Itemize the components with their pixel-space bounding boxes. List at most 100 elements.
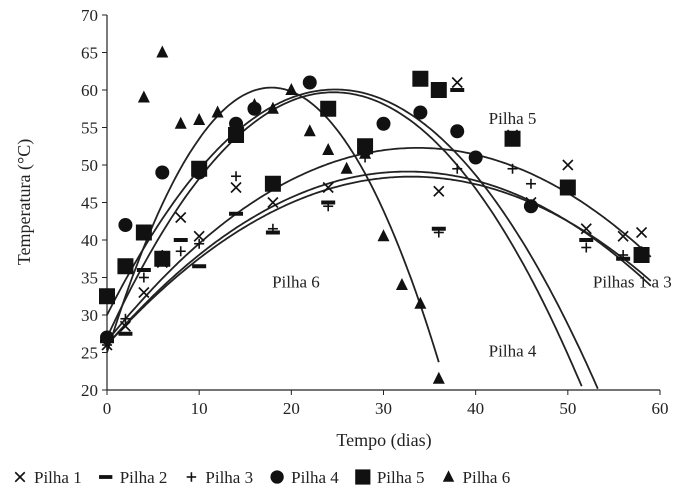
data-point [138, 272, 149, 283]
x-tick-label: 30 [375, 399, 392, 418]
data-point [175, 211, 187, 224]
y-tick-label: 40 [81, 231, 98, 250]
data-point [413, 105, 428, 120]
curve-label: Pilhas 1 a 3 [593, 272, 672, 291]
y-tick-label: 25 [81, 344, 98, 363]
data-point [267, 223, 278, 234]
data-point [285, 83, 298, 95]
data-point [192, 264, 207, 269]
y-ticks: 20 25 30 35 40 45 50 55 60 65 70 [81, 6, 107, 400]
data-point [617, 230, 629, 242]
legend-item: Pilha 3 [186, 468, 253, 487]
data-point [340, 161, 353, 174]
legend-item: Pilha 6 [442, 468, 511, 487]
annotations: Pilha 5 Pilha 6 Pilhas 1 a 3 Pilha 4 [272, 109, 672, 361]
data-point [504, 130, 521, 147]
data-point [156, 45, 169, 58]
data-point [303, 124, 316, 137]
data-point [229, 211, 244, 216]
data-point [135, 224, 152, 241]
data-point [120, 313, 131, 324]
fit-curve [106, 88, 599, 390]
data-point [525, 178, 536, 189]
x-tick-label: 10 [191, 399, 208, 418]
data-point [231, 171, 242, 182]
legend-marker [186, 472, 197, 482]
data-point [430, 82, 447, 98]
data-point [119, 320, 131, 332]
data-point [99, 288, 115, 305]
x-tick-label: 0 [103, 399, 112, 418]
data-point [433, 185, 445, 197]
legend-label: Pilha 3 [205, 468, 253, 487]
y-tick-label: 50 [81, 156, 98, 175]
legend-item: Pilha 4 [270, 468, 339, 487]
data-point [173, 238, 188, 242]
data-point [377, 229, 390, 242]
legend-item: Pilha 2 [99, 468, 167, 487]
plot-area: 20 25 30 35 40 45 50 55 60 65 70 0 10 20 30 40 50 60 Pil… [81, 6, 672, 418]
y-tick-label: 30 [81, 306, 98, 325]
legend-marker [14, 471, 26, 483]
fit-curve [106, 86, 440, 363]
y-tick-label: 45 [81, 194, 98, 213]
legend-item: Pilha 1 [14, 468, 82, 487]
legend-label: Pilha 2 [120, 468, 168, 487]
data-point [359, 146, 372, 159]
y-axis-label: Temperatura (°C) [14, 139, 35, 265]
x-ticks: 0 10 20 30 40 50 60 [103, 390, 669, 418]
data-point [174, 116, 187, 129]
legend-label: Pilha 5 [377, 468, 425, 487]
data-points [99, 45, 650, 384]
series-4 [100, 75, 538, 345]
data-point [118, 218, 133, 232]
series-1 [101, 76, 648, 351]
data-point [322, 181, 334, 194]
data-point [636, 226, 648, 239]
data-point [193, 230, 205, 242]
data-point [193, 113, 206, 125]
y-tick-label: 55 [81, 119, 98, 138]
fit-curve [106, 175, 652, 346]
data-point [579, 238, 594, 242]
data-point [228, 127, 245, 143]
data-point [191, 160, 208, 177]
fit-curve [106, 147, 652, 342]
data-point [562, 159, 574, 171]
legend-marker [270, 470, 284, 484]
y-tick-label: 65 [81, 44, 98, 63]
legend-label: Pilha 4 [291, 468, 339, 487]
curve-label: Pilha 6 [272, 272, 320, 291]
data-point [302, 75, 317, 90]
legend-item: Pilha 5 [355, 468, 425, 487]
legend-marker [442, 470, 455, 482]
y-tick-label: 60 [81, 81, 98, 100]
x-tick-label: 60 [652, 399, 669, 418]
legend-label: Pilha 1 [34, 468, 82, 487]
data-point [100, 330, 114, 345]
y-tick-label: 70 [81, 6, 98, 25]
fit-curve [106, 170, 652, 346]
fit-curve [106, 91, 583, 387]
data-point [432, 371, 445, 384]
data-point [376, 116, 391, 131]
x-axis-label: Tempo (dias) [336, 430, 431, 451]
data-point [117, 258, 134, 275]
data-point [414, 296, 427, 309]
data-point [395, 278, 408, 290]
legend: Pilha 1 Pilha 2 Pilha 3 Pilha 4 Pilha 5 Pilha… [14, 468, 511, 487]
data-point [138, 286, 150, 299]
data-point [264, 175, 281, 192]
curve-label: Pilha 5 [489, 109, 537, 128]
data-point [137, 90, 150, 103]
legend-label: Pilha 6 [463, 468, 511, 487]
data-point [118, 331, 133, 336]
data-point [433, 227, 444, 238]
series-6 [137, 45, 445, 384]
data-point [154, 250, 171, 267]
data-point [323, 201, 334, 212]
data-point [468, 150, 483, 165]
x-tick-label: 50 [559, 399, 576, 418]
data-point [136, 268, 151, 272]
